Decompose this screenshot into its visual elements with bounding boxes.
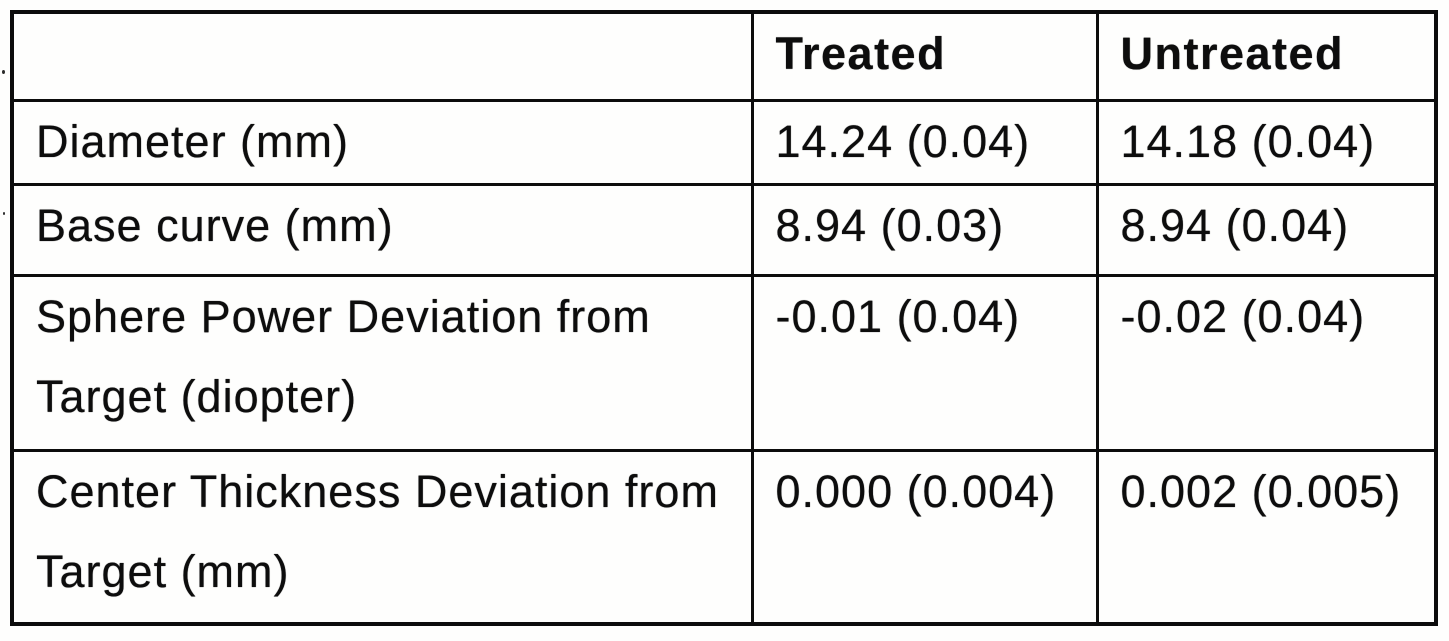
untreated-value-cell: -0.02 (0.04) [1095,273,1438,452]
row-label: Center Thickness Deviation from Target (… [36,465,719,597]
treated-value-cell: -0.01 (0.04) [750,273,1099,452]
untreated-value-cell: 0.002 (0.005) [1095,448,1438,626]
scan-speckle [3,212,5,215]
row-label: Sphere Power Deviation from Target (diop… [36,290,651,422]
row-label-cell: Diameter (mm) [10,98,754,186]
untreated-value: 0.002 (0.005) [1120,465,1402,517]
header-label-treated: Treated [775,28,947,79]
header-label-untreated: Untreated [1120,28,1345,79]
row-label-cell: Sphere Power Deviation from Target (diop… [10,273,754,452]
treated-value-cell: 0.000 (0.004) [750,448,1099,626]
table-row-sphere-power-deviation: Sphere Power Deviation from Target (diop… [10,273,1438,452]
table-row-base-curve: Base curve (mm) 8.94 (0.03) 8.94 (0.04) [10,182,1438,277]
header-cell-untreated: Untreated [1095,10,1438,102]
untreated-value-cell: 8.94 (0.04) [1095,182,1438,277]
table-row-diameter: Diameter (mm) 14.24 (0.04) 14.18 (0.04) [10,98,1438,186]
row-label-cell: Base curve (mm) [10,182,754,277]
untreated-value-cell: 14.18 (0.04) [1095,98,1438,186]
header-cell-parameter [10,10,754,102]
treated-value: 8.94 (0.03) [775,199,1005,251]
row-label: Diameter (mm) [36,115,349,167]
treated-value-cell: 8.94 (0.03) [750,182,1099,277]
treated-value: 14.24 (0.04) [775,115,1031,167]
untreated-value: -0.02 (0.04) [1120,290,1366,342]
scan-speckle [2,70,5,74]
table-header-row: Treated Untreated [10,10,1438,102]
treated-value-cell: 14.24 (0.04) [750,98,1099,186]
row-label-cell: Center Thickness Deviation from Target (… [10,448,754,626]
untreated-value: 8.94 (0.04) [1120,199,1350,251]
treated-value: -0.01 (0.04) [775,290,1021,342]
table-row-center-thickness-deviation: Center Thickness Deviation from Target (… [10,448,1438,626]
header-cell-treated: Treated [750,10,1099,102]
untreated-value: 14.18 (0.04) [1120,115,1376,167]
row-label: Base curve (mm) [36,199,394,251]
treated-value: 0.000 (0.004) [775,465,1057,517]
lens-parameters-table: Treated Untreated Diameter (mm) 14.24 (0… [10,10,1438,626]
